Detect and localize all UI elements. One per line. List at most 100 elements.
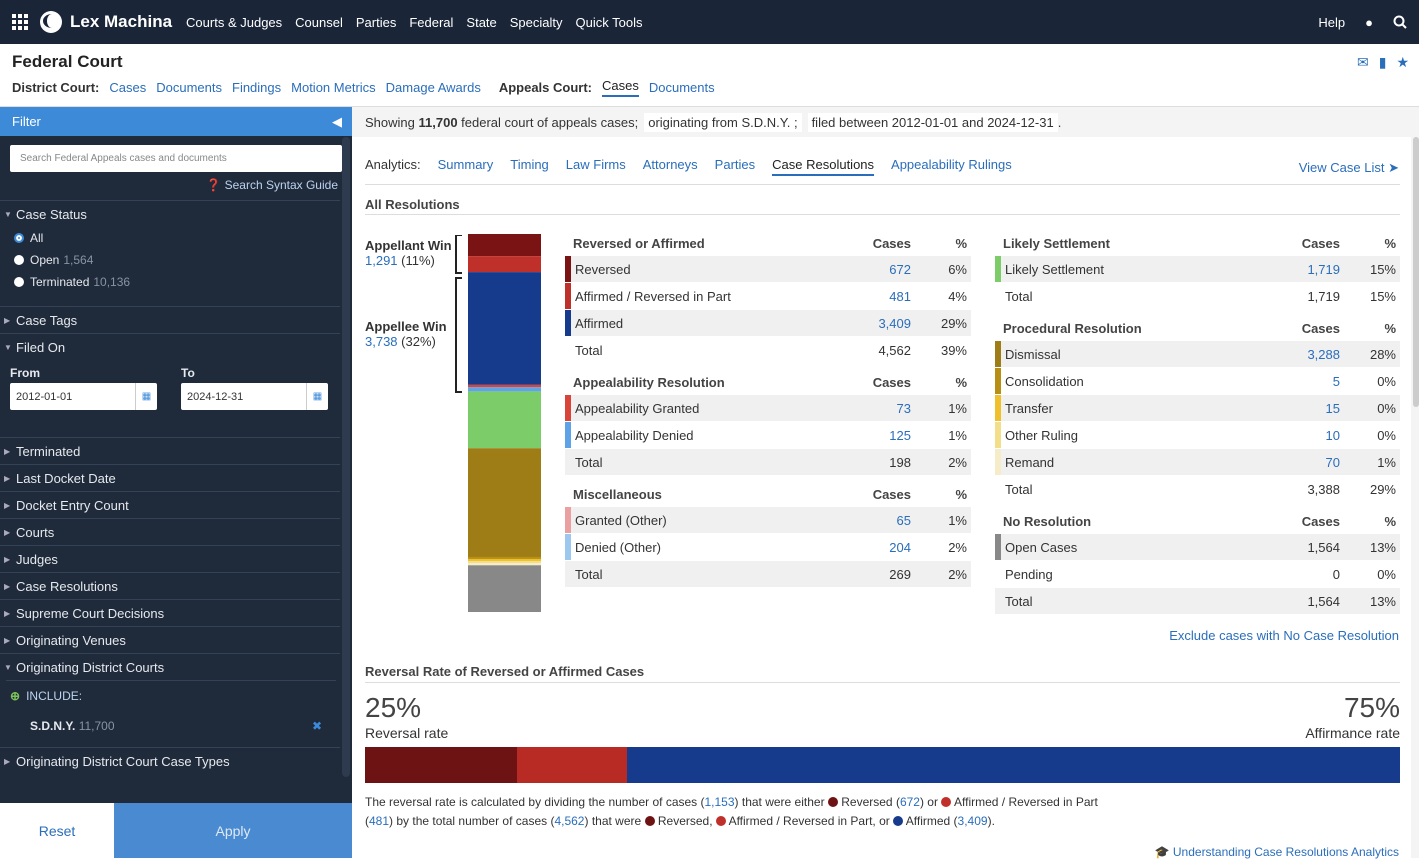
to-date-input[interactable]: 2024-12-31 ▦ bbox=[181, 383, 328, 410]
status-radio-terminated[interactable]: Terminated 10,136 bbox=[0, 271, 352, 293]
section-supreme-court-decisions[interactable]: ▶ Supreme Court Decisions bbox=[0, 599, 340, 626]
sidebar-scrollbar[interactable] bbox=[342, 137, 350, 777]
row-cases[interactable]: 70 bbox=[1325, 454, 1340, 470]
section-judges[interactable]: ▶ Judges bbox=[0, 545, 340, 572]
help-link[interactable]: Help bbox=[1318, 14, 1346, 30]
stack-segment[interactable] bbox=[468, 391, 541, 449]
understanding-analytics-link[interactable]: 🎓 Understanding Case Resolutions Analyti… bbox=[1154, 845, 1399, 859]
row-cases[interactable]: 125 bbox=[889, 427, 911, 443]
tab-case-resolutions[interactable]: Case Resolutions bbox=[772, 157, 875, 176]
star-icon[interactable]: ★ bbox=[1396, 54, 1409, 70]
note-link-affirmed-part[interactable]: 481 bbox=[369, 814, 390, 828]
lex-machina-logo-icon[interactable] bbox=[40, 11, 62, 33]
filter-chip-filed[interactable]: filed between 2012-01-01 and 2024-12-31 bbox=[807, 112, 1058, 132]
appeals-documents-link[interactable]: Documents bbox=[648, 80, 715, 95]
row-cases[interactable]: 1,719 bbox=[1307, 261, 1340, 277]
stack-segment[interactable] bbox=[468, 387, 541, 392]
search-icon[interactable] bbox=[1393, 15, 1407, 29]
row-cases[interactable]: 73 bbox=[896, 400, 911, 416]
section-terminated[interactable]: ▶ Terminated bbox=[0, 437, 340, 464]
district-cases-link[interactable]: Cases bbox=[109, 80, 147, 95]
section-case-status[interactable]: ▼ Case Status bbox=[0, 200, 340, 227]
sidebar-search-input[interactable]: Search Federal Appeals cases and documen… bbox=[10, 145, 342, 172]
row-cases[interactable]: 10 bbox=[1325, 427, 1340, 443]
nav-parties[interactable]: Parties bbox=[355, 14, 397, 30]
section-case-resolutions[interactable]: ▶ Case Resolutions bbox=[0, 572, 340, 599]
stack-segment[interactable] bbox=[468, 384, 541, 388]
tab-timing[interactable]: Timing bbox=[510, 157, 549, 172]
note-link-all[interactable]: 4,562 bbox=[554, 814, 585, 828]
nav-counsel[interactable]: Counsel bbox=[295, 14, 343, 30]
section-last-docket-date[interactable]: ▶ Last Docket Date bbox=[0, 464, 340, 491]
resolution-table: Reversed or Affirmed Cases% Reversed 672 6% A… bbox=[565, 230, 971, 364]
district-motion-metrics-link[interactable]: Motion Metrics bbox=[291, 80, 376, 95]
tab-attorneys[interactable]: Attorneys bbox=[642, 157, 698, 172]
email-icon[interactable]: ✉ bbox=[1356, 54, 1369, 70]
note-link-affirmed[interactable]: 3,409 bbox=[957, 814, 988, 828]
table-row: Reversed 672 6% bbox=[565, 256, 971, 282]
stack-segment[interactable] bbox=[468, 234, 541, 257]
section-courts[interactable]: ▶ Courts bbox=[0, 518, 340, 545]
district-damage-awards-link[interactable]: Damage Awards bbox=[385, 80, 481, 95]
user-icon[interactable]: ● bbox=[1365, 14, 1373, 30]
exclude-no-resolution-link[interactable]: Exclude cases with No Case Resolution bbox=[1169, 628, 1399, 643]
filter-header[interactable]: Filter ◀ bbox=[0, 107, 352, 136]
row-label: Dismissal bbox=[1005, 346, 1061, 362]
tab-law-firms[interactable]: Law Firms bbox=[565, 157, 626, 172]
district-documents-link[interactable]: Documents bbox=[156, 80, 222, 95]
section-originating-district-court-case-types[interactable]: ▶ Originating District Court Case Types bbox=[0, 747, 340, 774]
nav-quick-tools[interactable]: Quick Tools bbox=[575, 14, 643, 30]
row-cases[interactable]: 3,409 bbox=[878, 315, 911, 331]
search-syntax-guide-link[interactable]: ❓ Search Syntax Guide bbox=[206, 178, 338, 192]
filter-chip-origin[interactable]: originating from S.D.N.Y. ; bbox=[644, 112, 802, 132]
row-cases[interactable]: 481 bbox=[889, 288, 911, 304]
stack-segment[interactable] bbox=[468, 562, 541, 566]
from-date-input[interactable]: 2012-01-01 ▦ bbox=[10, 383, 157, 410]
calendar-icon[interactable]: ▦ bbox=[135, 383, 157, 410]
stack-segment[interactable] bbox=[468, 556, 541, 559]
stack-segment[interactable] bbox=[468, 560, 541, 563]
nav-courts-judges[interactable]: Courts & Judges bbox=[186, 14, 283, 30]
section-originating-district-courts[interactable]: ▼ Originating District Courts bbox=[0, 653, 340, 680]
remove-icon[interactable]: ✖ bbox=[311, 719, 322, 733]
nav-federal[interactable]: Federal bbox=[409, 14, 454, 30]
appeals-cases-link[interactable]: Cases bbox=[602, 78, 639, 97]
view-case-list-link[interactable]: View Case List ➤ bbox=[1298, 160, 1399, 175]
appellee-win-count-link[interactable]: 3,738 bbox=[365, 334, 398, 349]
row-cases[interactable]: 65 bbox=[896, 512, 911, 528]
row-cases[interactable]: 204 bbox=[889, 539, 911, 555]
section-originating-venues[interactable]: ▶ Originating Venues bbox=[0, 626, 340, 653]
status-radio-all[interactable]: All bbox=[0, 227, 352, 249]
row-cases[interactable]: 5 bbox=[1332, 373, 1340, 389]
reset-button[interactable]: Reset bbox=[0, 803, 114, 858]
appellant-win-count-link[interactable]: 1,291 bbox=[365, 253, 398, 268]
row-cases[interactable]: 15 bbox=[1325, 400, 1340, 416]
document-icon[interactable]: ▮ bbox=[1378, 54, 1387, 70]
stack-segment[interactable] bbox=[468, 448, 541, 557]
section-docket-entry-count[interactable]: ▶ Docket Entry Count bbox=[0, 491, 340, 518]
section-case-tags[interactable]: ▶ Case Tags bbox=[0, 306, 340, 333]
stack-segment[interactable] bbox=[468, 565, 541, 612]
nav-specialty[interactable]: Specialty bbox=[509, 14, 563, 30]
note-link-total[interactable]: 1,153 bbox=[704, 795, 735, 809]
main-scrollbar[interactable] bbox=[1413, 137, 1419, 407]
row-cases[interactable]: 3,288 bbox=[1307, 346, 1340, 362]
collapse-left-icon[interactable]: ◀ bbox=[332, 113, 342, 129]
color-swatch bbox=[565, 534, 571, 560]
stack-segment[interactable] bbox=[468, 558, 541, 561]
row-cases[interactable]: 672 bbox=[889, 261, 911, 277]
calendar-icon[interactable]: ▦ bbox=[306, 383, 328, 410]
apply-button[interactable]: Apply bbox=[114, 803, 352, 858]
section-filed-on[interactable]: ▼ Filed On bbox=[0, 333, 340, 360]
nav-state[interactable]: State bbox=[466, 14, 497, 30]
district-findings-link[interactable]: Findings bbox=[232, 80, 282, 95]
note-link-reversed[interactable]: 672 bbox=[899, 795, 920, 809]
stack-segment[interactable] bbox=[468, 256, 541, 273]
stack-segment[interactable] bbox=[468, 272, 541, 385]
tab-parties[interactable]: Parties bbox=[714, 157, 756, 172]
apps-grid-icon[interactable] bbox=[12, 14, 28, 30]
tab-summary[interactable]: Summary bbox=[437, 157, 494, 172]
tab-appealability-rulings[interactable]: Appealability Rulings bbox=[891, 157, 1012, 172]
brand-name[interactable]: Lex Machina bbox=[70, 12, 173, 31]
status-radio-open[interactable]: Open 1,564 bbox=[0, 249, 352, 271]
